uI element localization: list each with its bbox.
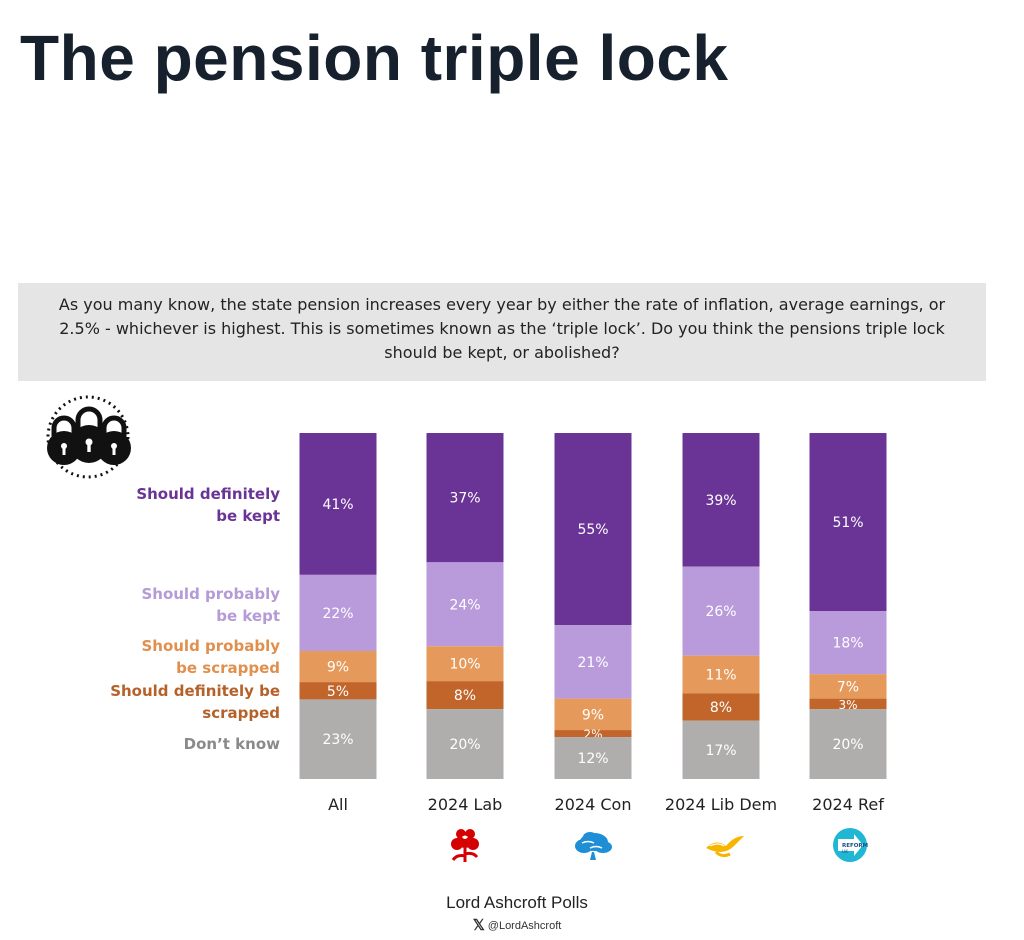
category-label-2024-lab: 2024 Lab [428, 795, 503, 814]
handle-text: @LordAshcroft [487, 920, 562, 932]
legend-label-4: Don’t know [184, 735, 280, 753]
bar-value-label: 12% [577, 751, 608, 767]
bar-value-label: 17% [705, 743, 736, 759]
svg-text:REFORM: REFORM [842, 843, 868, 849]
bar-value-label: 5% [327, 684, 349, 700]
bar-value-label: 20% [832, 737, 863, 753]
bar-value-label: 11% [705, 668, 736, 684]
bar-segment-2024-ref-0 [809, 433, 887, 612]
bar-segment-2024-con-1 [554, 625, 632, 699]
bar-segment-2024-lab-2 [426, 646, 504, 682]
bar-segment-2024-lib-dem-1 [682, 566, 760, 656]
x-logo-icon: 𝕏 [472, 917, 485, 934]
category-label-2024-ref: 2024 Ref [812, 795, 884, 814]
labour-rose-icon [451, 829, 479, 862]
legend: Should definitely be kept Should probably b… [110, 485, 280, 753]
bar-segment-2024-lab-4 [426, 709, 504, 779]
bar-value-label: 9% [327, 660, 349, 676]
bar-value-label: 51% [832, 515, 863, 531]
bar-segment-2024-con-0 [554, 433, 632, 626]
bar-value-label: 10% [449, 657, 480, 673]
bar-segment-2024-lab-1 [426, 562, 504, 647]
bar-value-label: 8% [454, 688, 476, 704]
bar-segment-2024-ref-4 [809, 709, 887, 779]
bar-segment-2024-lib-dem-0 [682, 433, 760, 567]
bar-value-label: 41% [322, 497, 353, 513]
conservative-tree-icon [575, 832, 612, 860]
bar-value-label: 39% [705, 493, 736, 509]
bar-value-label: 55% [577, 522, 608, 538]
category-axis: All 2024 Lab 2024 Con 2024 Lib Dem 2024 Ref [328, 795, 884, 814]
stacked-bar-chart: 41%22%9%5%23%37%24%10%8%20%55%21%9%2%12%… [110, 433, 887, 814]
bar-segment-2024-con-4 [554, 737, 632, 779]
padlocks-icon [46, 395, 131, 479]
source-credit: Lord Ashcroft Polls [446, 893, 588, 912]
bar-segment-2024-lib-dem-2 [682, 655, 760, 694]
bar-value-label: 22% [322, 606, 353, 622]
bar-segment-2024-con-3 [554, 730, 632, 738]
bar-segment-all-4 [299, 699, 377, 779]
bar-segment-all-1 [299, 574, 377, 651]
category-label-all: All [328, 795, 348, 814]
bar-segment-2024-lab-0 [426, 433, 504, 563]
bar-segment-all-2 [299, 650, 377, 683]
bar-value-label: 8% [710, 700, 732, 716]
bar-value-label: 9% [582, 707, 604, 723]
legend-label-2: Should probably be scrapped [141, 637, 280, 677]
category-label-2024-con: 2024 Con [555, 795, 632, 814]
bar-segment-2024-ref-3 [809, 698, 887, 710]
bar-value-label: 24% [449, 597, 480, 613]
bar-value-label: 23% [322, 732, 353, 748]
bar-value-label: 21% [577, 655, 608, 671]
bar-segment-2024-lib-dem-4 [682, 720, 760, 779]
bar-segment-all-0 [299, 433, 377, 575]
bar-value-label: 18% [832, 636, 863, 652]
bar-value-label: 7% [837, 679, 859, 695]
legend-label-1: Should probably be kept [141, 585, 280, 625]
category-label-2024-lib-dem: 2024 Lib Dem [665, 795, 777, 814]
bar-segment-all-3 [299, 682, 377, 700]
legend-label-0: Should definitely be kept [136, 485, 280, 525]
bar-segment-2024-ref-1 [809, 611, 887, 675]
bar-value-label: 37% [449, 491, 480, 507]
legend-label-3: Should definitely be scrapped [110, 682, 280, 722]
bar-segment-2024-lab-3 [426, 681, 504, 710]
bar-value-label: 20% [449, 737, 480, 753]
bar-value-label: 3% [838, 698, 857, 712]
reform-uk-arrow-icon: REFORM UK [833, 828, 868, 862]
survey-question: As you many know, the state pension incr… [18, 283, 986, 381]
bars-layer: 41%22%9%5%23%37%24%10%8%20%55%21%9%2%12%… [299, 433, 887, 779]
bar-segment-2024-ref-2 [809, 674, 887, 699]
bar-value-label: 26% [705, 604, 736, 620]
social-handle[interactable]: 𝕏 @LordAshcroft [0, 916, 1024, 934]
page-title: The pension triple lock [20, 22, 729, 94]
bar-segment-2024-con-2 [554, 698, 632, 731]
bar-segment-2024-lib-dem-3 [682, 693, 760, 721]
svg-text:UK: UK [842, 849, 849, 855]
libdem-bird-icon [706, 836, 744, 858]
